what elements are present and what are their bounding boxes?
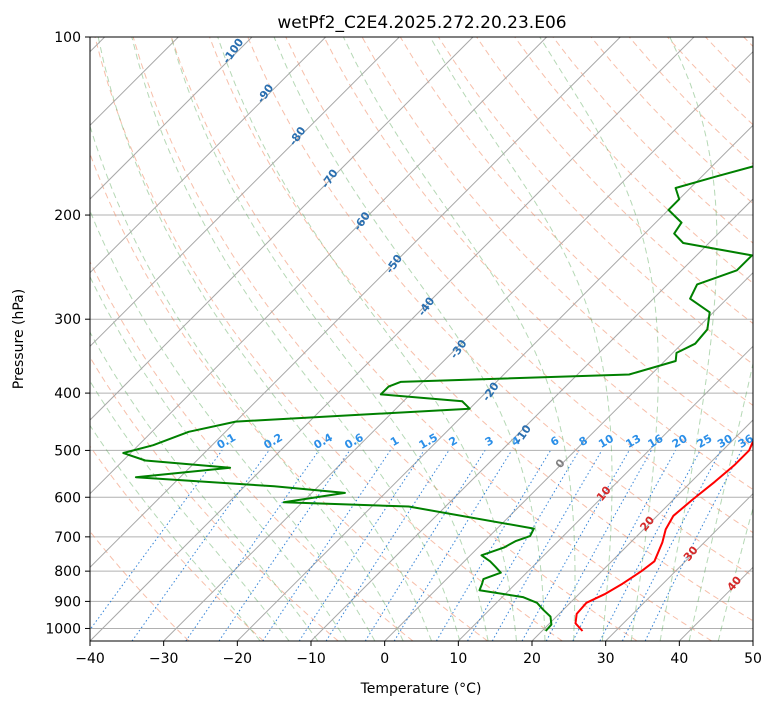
y-tick-label: 500 [54,443,81,459]
dry-adiabat-line [132,37,638,641]
moist-adiabat-line [90,331,319,641]
axis-ticks: −40 −30 −20 −10 0 10 20 30 40 50 100 200 300 400 500 60… [45,30,762,667]
y-tick-label: 200 [54,208,81,224]
x-tick-label: −40 [75,651,105,667]
profile-traces [122,165,753,632]
mixing-ratio-line [545,450,652,641]
moist-adiabat-line [90,275,347,641]
isotherm-line [90,37,327,274]
dry-adiabat-line [209,37,753,622]
mixing-ratio-line [572,450,676,641]
x-tick-label: −30 [149,651,179,667]
dry-adiabat-line [170,37,712,641]
y-tick-label: 800 [54,564,81,580]
moist-adiabat-line [131,37,461,641]
moist-adiabat-line [90,124,404,641]
x-tick-label: 50 [744,651,762,667]
mixing-ratio-line [131,450,270,641]
x-tick-label: 30 [597,651,615,667]
dry-adiabat-line [90,445,264,641]
x-axis-label: Temperature (°C) [360,681,482,697]
x-tick-label: 10 [449,651,467,667]
y-tick-label: 600 [54,490,81,506]
isotherm-line [163,50,753,641]
y-tick-label: 900 [54,594,81,610]
y-tick-label: 400 [54,386,81,402]
reference-lines [90,37,753,641]
y-tick-label: 300 [54,312,81,328]
isotherm-line [90,37,253,200]
mixing-ratio-line [298,450,425,641]
moist-adiabat-line [539,37,659,641]
moist-adiabat-line [170,37,489,641]
mixing-ratio-line [185,450,320,641]
dry-adiabat-line [90,260,414,641]
dewpoint-trace [122,165,753,632]
isotherm-line [90,37,695,641]
moist-adiabat-line [90,380,290,641]
dry-adiabat-line [247,37,753,577]
mixing-ratio-line [621,450,722,641]
moist-adiabat-line [688,361,753,641]
mixing-ratio-label: 36 [736,432,756,451]
moist-adiabat-line [659,37,718,641]
x-tick-label: −20 [223,651,253,667]
mixing-ratio-line [218,450,351,641]
isotherm-line [90,37,400,348]
x-tick-label: 0 [380,651,389,667]
mixing-ratio-line [644,450,742,641]
x-tick-label: 20 [523,651,541,667]
isotherm-line [531,419,753,641]
dry-adiabat-line [94,37,563,641]
moist-adiabat-line [342,37,576,641]
moist-adiabat-line [429,37,613,641]
moist-adiabat-line [717,506,753,641]
mixing-ratio-line [393,450,513,641]
isotherm-line [236,124,753,641]
plot-frame [89,36,754,642]
x-tick-label: −10 [296,651,326,667]
moist-adiabat-line [217,37,517,641]
temperature-trace [574,438,753,632]
mixing-ratio-line [521,450,630,641]
moist-adiabat-line [273,37,546,641]
isotherm-line [457,345,753,641]
isotherm-line [90,37,548,495]
mixing-ratio-line [325,450,450,641]
y-tick-label: 100 [54,30,81,46]
isotherm-line [310,198,753,641]
dry-adiabat-line [476,37,753,325]
isotherm-line [90,37,474,421]
dry-adiabat-line [90,356,339,641]
moist-adiabat-line [97,37,432,641]
dry-adiabat-line [323,37,753,491]
chart-title: wetPf2_C2E4.2025.272.20.23.E06 [277,13,566,33]
isotherm-line [90,37,621,569]
y-axis-label: Pressure (hPa) [11,289,27,389]
mixing-ratio-line [90,450,223,631]
isotherm-line [384,271,753,641]
y-tick-label: 1000 [45,621,81,637]
mixing-ratio-line [262,450,391,641]
x-tick-label: 40 [670,651,688,667]
dry-adiabat-line [514,37,753,284]
y-tick-label: 700 [54,530,81,546]
isotherm-line [605,492,753,641]
moist-adiabat-line [90,424,261,641]
dry-adiabat-line [285,37,753,534]
